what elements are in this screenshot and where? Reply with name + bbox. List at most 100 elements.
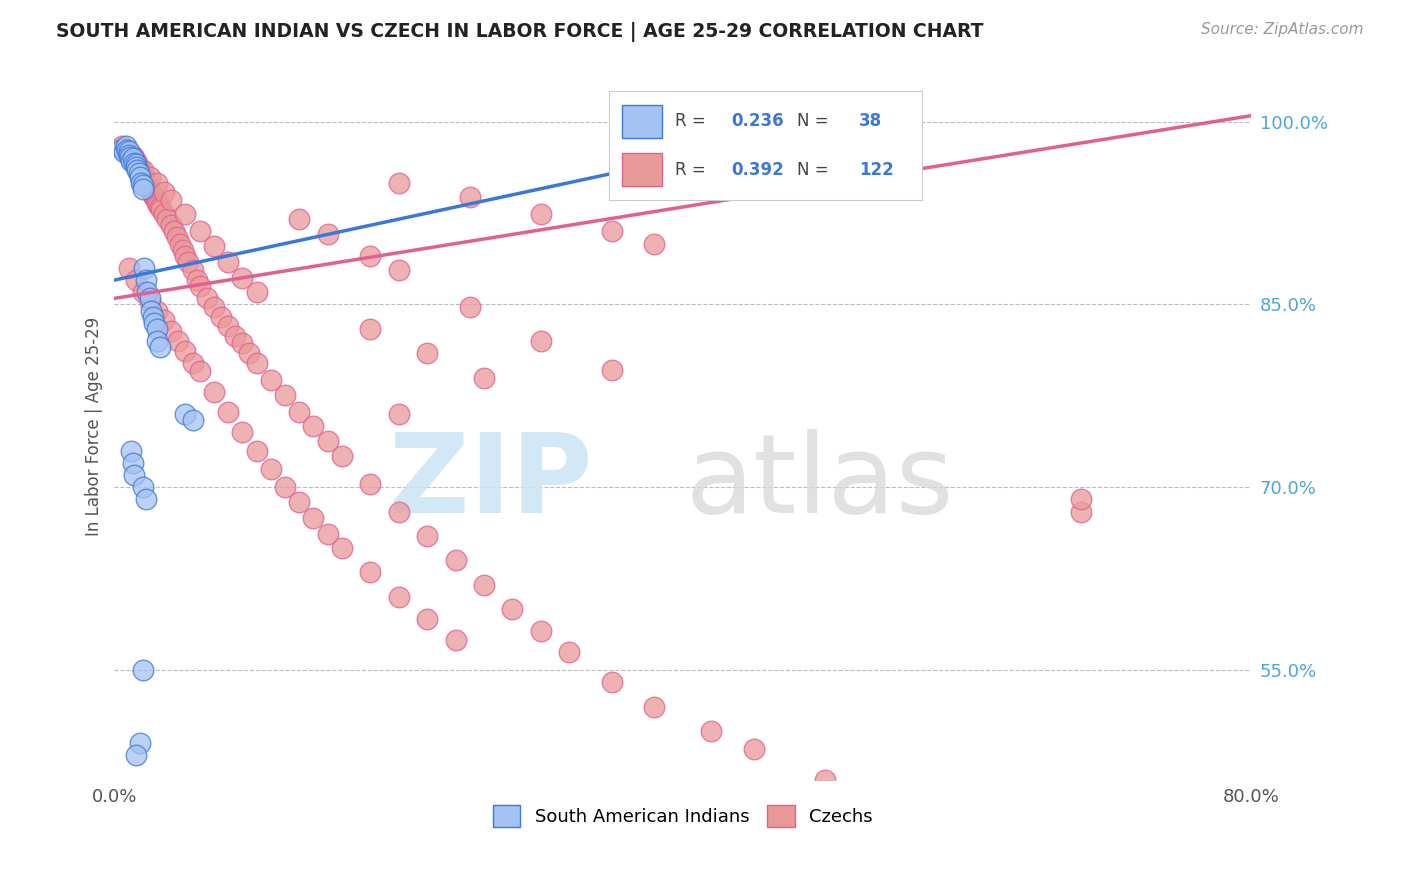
Point — [814, 772, 837, 787]
Point — [288, 212, 311, 227]
Point — [146, 322, 169, 336]
Point — [359, 322, 381, 336]
Point — [181, 263, 204, 277]
Point — [163, 224, 186, 238]
Point — [156, 212, 179, 227]
Point — [132, 663, 155, 677]
Point — [600, 675, 623, 690]
Point — [288, 405, 311, 419]
Point — [132, 169, 155, 184]
Point — [1070, 505, 1092, 519]
Point — [115, 144, 138, 158]
Point — [245, 285, 267, 300]
Point — [125, 153, 148, 168]
Point — [135, 273, 157, 287]
Point — [117, 147, 139, 161]
Point — [122, 456, 145, 470]
Point — [139, 183, 162, 197]
Point — [231, 270, 253, 285]
Point — [388, 590, 411, 604]
Point — [146, 195, 169, 210]
Point — [127, 163, 149, 178]
Point — [643, 699, 665, 714]
Point — [174, 343, 197, 358]
Point — [131, 176, 153, 190]
Point — [112, 145, 135, 160]
Point — [444, 632, 467, 647]
Point — [274, 387, 297, 401]
Point — [1070, 492, 1092, 507]
Point — [149, 340, 172, 354]
Point — [302, 510, 325, 524]
Point — [245, 443, 267, 458]
Point — [114, 143, 136, 157]
Point — [174, 407, 197, 421]
Point — [472, 370, 495, 384]
Point — [202, 239, 225, 253]
Point — [153, 313, 176, 327]
Point — [188, 279, 211, 293]
Point — [139, 169, 162, 184]
Point — [302, 419, 325, 434]
Point — [118, 146, 141, 161]
Point — [148, 197, 170, 211]
Point — [181, 356, 204, 370]
Point — [245, 356, 267, 370]
Point — [134, 173, 156, 187]
Point — [112, 141, 135, 155]
Point — [141, 186, 163, 200]
Point — [114, 139, 136, 153]
Point — [141, 303, 163, 318]
Point — [136, 285, 159, 300]
Point — [122, 149, 145, 163]
Point — [121, 443, 143, 458]
Point — [330, 541, 353, 555]
Point — [124, 468, 146, 483]
Point — [202, 300, 225, 314]
Point — [110, 141, 132, 155]
Point — [316, 434, 339, 448]
Point — [132, 182, 155, 196]
Text: Source: ZipAtlas.com: Source: ZipAtlas.com — [1201, 22, 1364, 37]
Point — [884, 797, 907, 811]
Point — [188, 364, 211, 378]
Point — [146, 176, 169, 190]
Point — [121, 147, 143, 161]
Point — [260, 462, 283, 476]
Point — [129, 169, 152, 184]
Point — [202, 385, 225, 400]
Point — [135, 492, 157, 507]
Point — [160, 193, 183, 207]
Point — [416, 612, 439, 626]
Point — [138, 180, 160, 194]
Point — [238, 346, 260, 360]
Point — [600, 224, 623, 238]
Point — [142, 310, 165, 324]
Point — [209, 310, 232, 324]
Point — [224, 329, 246, 343]
Point — [388, 176, 411, 190]
Point — [169, 236, 191, 251]
Point — [160, 219, 183, 233]
Text: ZIP: ZIP — [388, 429, 592, 536]
Point — [128, 160, 150, 174]
Point — [143, 316, 166, 330]
Text: atlas: atlas — [685, 429, 953, 536]
Point — [139, 295, 162, 310]
Point — [195, 291, 218, 305]
Point — [416, 346, 439, 360]
Point — [125, 157, 148, 171]
Point — [128, 166, 150, 180]
Point — [124, 151, 146, 165]
Point — [143, 190, 166, 204]
Text: SOUTH AMERICAN INDIAN VS CZECH IN LABOR FORCE | AGE 25-29 CORRELATION CHART: SOUTH AMERICAN INDIAN VS CZECH IN LABOR … — [56, 22, 984, 42]
Point — [174, 207, 197, 221]
Point — [186, 273, 208, 287]
Point — [177, 255, 200, 269]
Point — [117, 144, 139, 158]
Point — [388, 407, 411, 421]
Point — [530, 207, 553, 221]
Point — [134, 260, 156, 275]
Point — [530, 624, 553, 638]
Point — [139, 291, 162, 305]
